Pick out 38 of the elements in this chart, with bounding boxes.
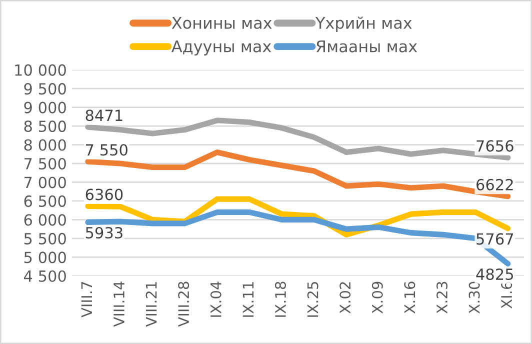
y-tick-label: 5 500	[24, 232, 66, 244]
data-label: 4825	[476, 268, 513, 280]
x-tick-label: IX.25	[307, 282, 318, 317]
x-tick-label: X.23	[436, 282, 448, 314]
data-label: 6622	[476, 178, 513, 190]
x-tick-label: VIII.7	[81, 282, 92, 318]
y-tick-label: 10 000	[15, 64, 66, 76]
legend-label: Хонины мах	[172, 17, 272, 29]
x-tick-label: XI.6	[501, 282, 512, 309]
legend-label: Ямааны мах	[316, 40, 418, 52]
x-tick-label: VIII.14	[114, 282, 124, 327]
data-label: 6360	[86, 188, 123, 200]
y-tick-label: 9 000	[24, 102, 66, 114]
x-tick-label: X.09	[372, 282, 383, 314]
y-tick-label: 7 500	[24, 158, 66, 170]
x-tick-label: VIII.21	[146, 282, 157, 327]
y-tick-label: 7 000	[24, 176, 66, 188]
data-label: 5933	[86, 226, 122, 239]
data-label: 7656	[476, 140, 514, 152]
legend-label: Адууны мах	[171, 40, 272, 56]
x-tick-label: IX.18	[274, 282, 286, 317]
data-label: 7 550	[86, 144, 128, 156]
x-tick-label: X.16	[404, 282, 416, 314]
data-label: 8471	[86, 110, 122, 122]
y-tick-label: 6 000	[24, 214, 66, 226]
legend-label: Үхрийн мах	[315, 16, 412, 32]
y-tick-label: 4 500	[24, 270, 66, 282]
x-tick-label: IX.11	[242, 282, 254, 317]
y-tick-label: 8 500	[24, 120, 66, 132]
y-tick-label: 8 000	[24, 139, 66, 151]
x-tick-label: IX.04	[210, 282, 222, 317]
data-label: 5767	[476, 233, 514, 245]
x-tick-label: X.30	[468, 282, 480, 314]
y-tick-label: 6 500	[24, 195, 66, 207]
y-tick-label: 9 500	[24, 83, 66, 95]
x-tick-label: VIII.28	[178, 282, 190, 327]
x-tick-label: X.02	[340, 282, 351, 314]
y-tick-label: 5 000	[24, 252, 66, 264]
